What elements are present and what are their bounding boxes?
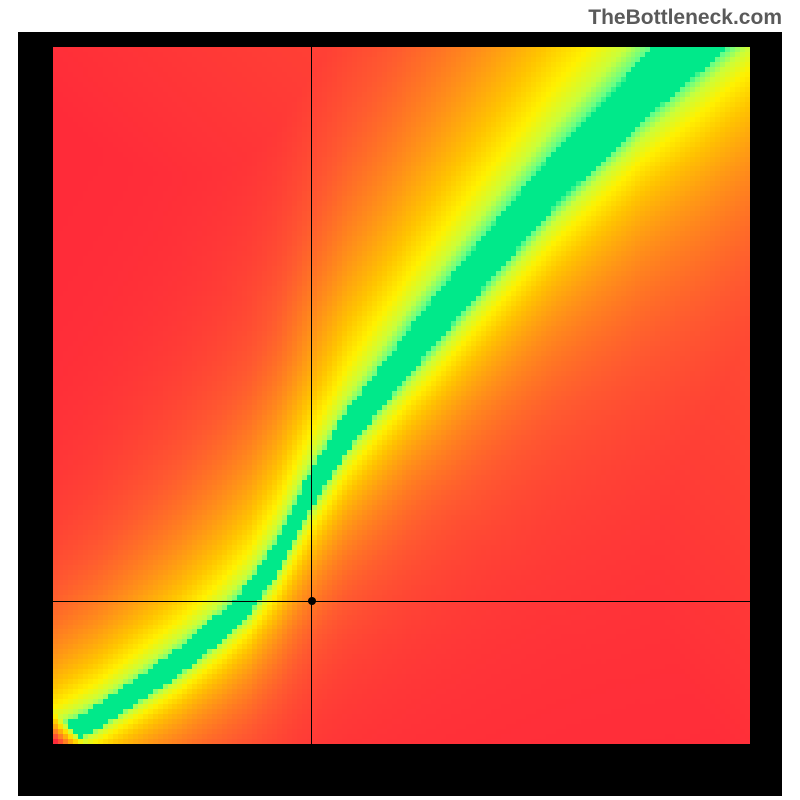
crosshair-vertical xyxy=(311,47,312,744)
crosshair-dot xyxy=(308,597,316,605)
attribution-label: TheBottleneck.com xyxy=(588,6,782,30)
heatmap-canvas xyxy=(53,47,750,744)
figure-container: TheBottleneck.com xyxy=(0,0,800,800)
plot-frame xyxy=(18,32,782,796)
crosshair-horizontal xyxy=(53,601,750,602)
